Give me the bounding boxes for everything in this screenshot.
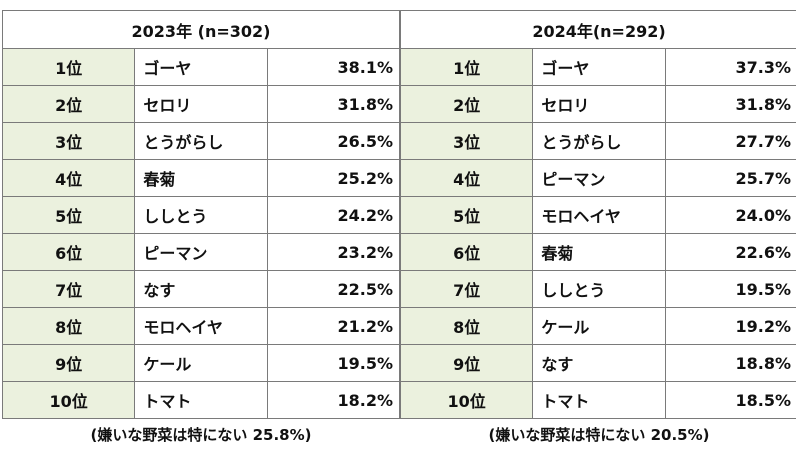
table-header: 2024年(n=292) xyxy=(400,10,796,49)
percent-cell: 19.5% xyxy=(664,270,796,308)
table-row: 1位 ゴーヤ 37.3% xyxy=(399,48,796,86)
rank-cell: 5位 xyxy=(1,196,136,234)
rank-cell: 3位 xyxy=(1,122,136,160)
ranking-table-2024: 2024年(n=292) 1位 ゴーヤ 37.3% 2位 セロリ 31.8% 3位 とうが… xyxy=(399,10,796,419)
table-header-row: 2024年(n=292) xyxy=(400,10,796,49)
percent-cell: 25.7% xyxy=(664,159,796,197)
rank-cell: 8位 xyxy=(399,307,534,345)
vegetable-cell: なす xyxy=(134,270,268,308)
table-row: 7位 なす 22.5% xyxy=(1,270,401,308)
percent-cell: 18.2% xyxy=(266,381,401,419)
vegetable-cell: ピーマン xyxy=(134,233,268,271)
vegetable-cell: モロヘイヤ xyxy=(532,196,666,234)
table-row: 4位 ピーマン 25.7% xyxy=(399,159,796,197)
rank-cell: 1位 xyxy=(1,48,136,86)
percent-cell: 22.6% xyxy=(664,233,796,271)
percent-cell: 18.5% xyxy=(664,381,796,419)
percent-cell: 19.2% xyxy=(664,307,796,345)
vegetable-cell: セロリ xyxy=(532,85,666,123)
vegetable-cell: トマト xyxy=(134,381,268,419)
percent-cell: 24.2% xyxy=(266,196,401,234)
vegetable-cell: ピーマン xyxy=(532,159,666,197)
percent-cell: 26.5% xyxy=(266,122,401,160)
table-row: 3位 とうがらし 27.7% xyxy=(399,122,796,160)
rank-cell: 2位 xyxy=(1,85,136,123)
vegetable-cell: トマト xyxy=(532,381,666,419)
rank-cell: 7位 xyxy=(1,270,136,308)
table-row: 6位 春菊 22.6% xyxy=(399,233,796,271)
table-row: 10位 トマト 18.2% xyxy=(1,381,401,419)
rank-cell: 2位 xyxy=(399,85,534,123)
percent-cell: 27.7% xyxy=(664,122,796,160)
rank-cell: 9位 xyxy=(1,344,136,382)
ranking-table-2023-panel: 2023年 (n=302) 1位 ゴーヤ 38.1% 2位 セロリ 31.8% 3位 とう… xyxy=(1,10,401,419)
rank-cell: 6位 xyxy=(399,233,534,271)
table-row: 9位 ケール 19.5% xyxy=(1,344,401,382)
vegetable-cell: ゴーヤ xyxy=(532,48,666,86)
rank-cell: 5位 xyxy=(399,196,534,234)
rank-cell: 10位 xyxy=(399,381,534,419)
percent-cell: 24.0% xyxy=(664,196,796,234)
rank-cell: 4位 xyxy=(1,159,136,197)
rank-cell: 7位 xyxy=(399,270,534,308)
table-row: 2位 セロリ 31.8% xyxy=(1,85,401,123)
vegetable-cell: ししとう xyxy=(532,270,666,308)
percent-cell: 37.3% xyxy=(664,48,796,86)
table-row: 3位 とうがらし 26.5% xyxy=(1,122,401,160)
rank-cell: 4位 xyxy=(399,159,534,197)
footnote-2023: (嫌いな野菜は特にない 25.8%) xyxy=(90,426,312,444)
percent-cell: 31.8% xyxy=(664,85,796,123)
percent-cell: 38.1% xyxy=(266,48,401,86)
ranking-table-2024-panel: 2024年(n=292) 1位 ゴーヤ 37.3% 2位 セロリ 31.8% 3位 とうが… xyxy=(399,10,796,419)
percent-cell: 18.8% xyxy=(664,344,796,382)
table-header: 2023年 (n=302) xyxy=(2,10,400,49)
table-row: 4位 春菊 25.2% xyxy=(1,159,401,197)
percent-cell: 21.2% xyxy=(266,307,401,345)
rank-cell: 1位 xyxy=(399,48,534,86)
table-row: 1位 ゴーヤ 38.1% xyxy=(1,48,401,86)
table-row: 5位 ししとう 24.2% xyxy=(1,196,401,234)
table-row: 8位 ケール 19.2% xyxy=(399,307,796,345)
table-row: 2位 セロリ 31.8% xyxy=(399,85,796,123)
rank-cell: 9位 xyxy=(399,344,534,382)
table-row: 6位 ピーマン 23.2% xyxy=(1,233,401,271)
vegetable-cell: モロヘイヤ xyxy=(134,307,268,345)
rank-cell: 6位 xyxy=(1,233,136,271)
ranking-table-2023: 2023年 (n=302) 1位 ゴーヤ 38.1% 2位 セロリ 31.8% 3位 とう… xyxy=(1,10,401,419)
percent-cell: 23.2% xyxy=(266,233,401,271)
vegetable-cell: ゴーヤ xyxy=(134,48,268,86)
table-row: 8位 モロヘイヤ 21.2% xyxy=(1,307,401,345)
vegetable-cell: セロリ xyxy=(134,85,268,123)
table-row: 5位 モロヘイヤ 24.0% xyxy=(399,196,796,234)
rank-cell: 10位 xyxy=(1,381,136,419)
table-row: 10位 トマト 18.5% xyxy=(399,381,796,419)
percent-cell: 31.8% xyxy=(266,85,401,123)
footnote-2024: (嫌いな野菜は特にない 20.5%) xyxy=(488,426,710,444)
vegetable-cell: ししとう xyxy=(134,196,268,234)
vegetable-cell: とうがらし xyxy=(532,122,666,160)
percent-cell: 19.5% xyxy=(266,344,401,382)
rank-cell: 3位 xyxy=(399,122,534,160)
percent-cell: 22.5% xyxy=(266,270,401,308)
table-row: 9位 なす 18.8% xyxy=(399,344,796,382)
table-header-row: 2023年 (n=302) xyxy=(2,10,400,49)
table-row: 7位 ししとう 19.5% xyxy=(399,270,796,308)
percent-cell: 25.2% xyxy=(266,159,401,197)
vegetable-cell: 春菊 xyxy=(532,233,666,271)
vegetable-cell: とうがらし xyxy=(134,122,268,160)
rank-cell: 8位 xyxy=(1,307,136,345)
vegetable-cell: ケール xyxy=(532,307,666,345)
vegetable-cell: なす xyxy=(532,344,666,382)
vegetable-cell: 春菊 xyxy=(134,159,268,197)
vegetable-cell: ケール xyxy=(134,344,268,382)
